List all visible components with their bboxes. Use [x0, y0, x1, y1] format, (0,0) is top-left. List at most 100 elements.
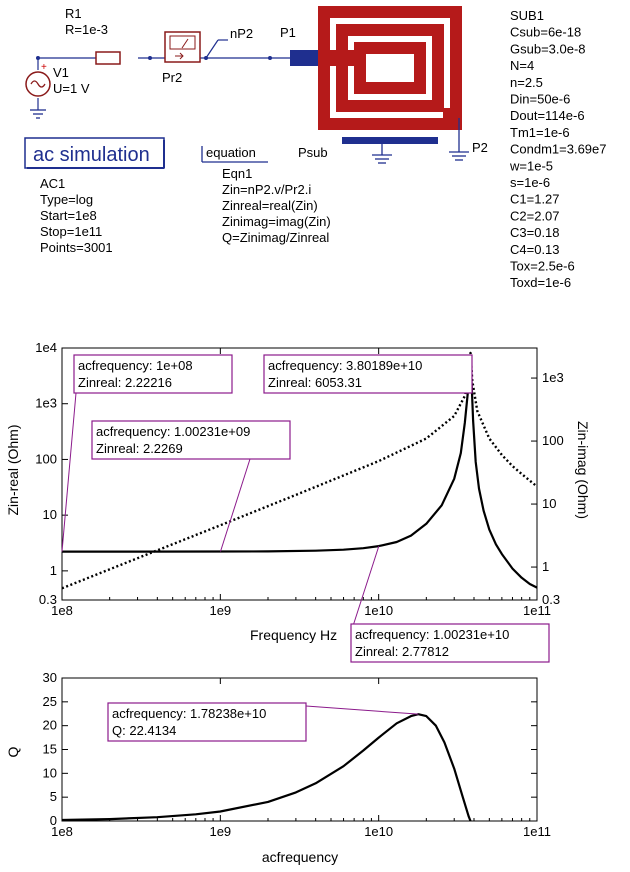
marker-text: acfrequency: 1e+08 [78, 358, 193, 373]
schematic: R1 R=1e-3 + V1 U=1 V Pr2 nP2 P1 [24, 6, 607, 290]
x-tick-label: 1e9 [209, 603, 231, 618]
probe-needle-icon [181, 38, 189, 49]
y-tick-label: 0.3 [39, 592, 57, 607]
ac-simulation-label: ac simulation [33, 144, 150, 166]
y-tick-label: 10 [43, 765, 57, 780]
y2-tick-label: 100 [542, 433, 564, 448]
ac-parameter-line: Type=log [40, 192, 93, 207]
equation-line: Zinreal=real(Zin) [222, 198, 318, 213]
equation-line: Eqn1 [222, 166, 252, 181]
series-line-0 [62, 359, 538, 589]
y-tick-label: 0 [50, 813, 57, 828]
sine-wave-icon [30, 80, 46, 88]
marker-box[interactable] [91, 420, 291, 460]
substrate-parameter-line: SUB1 [510, 8, 544, 23]
psub-label: Psub [298, 145, 328, 160]
port-p1[interactable] [290, 50, 318, 66]
psub-plate [342, 137, 438, 144]
marker-box[interactable] [350, 623, 550, 663]
ground-icon [30, 109, 46, 119]
substrate-parameter-line: w=1e-5 [509, 158, 553, 173]
equation-line: Q=Zinimag/Zinreal [222, 230, 329, 245]
chart-q-xlabel: acfrequency [262, 849, 338, 865]
y-tick-label: 20 [43, 718, 57, 733]
port-p1-label: P1 [280, 25, 296, 40]
equation-line: Zinimag=imag(Zin) [222, 214, 331, 229]
marker-text: Q: 22.4134 [112, 723, 176, 738]
equation-title: equation [206, 145, 256, 160]
y-tick-label: 30 [43, 670, 57, 685]
y-tick-label: 25 [43, 694, 57, 709]
chart-q-series [61, 713, 472, 822]
r1-value: R=1e-3 [65, 22, 108, 37]
y-tick-label: 10 [43, 507, 57, 522]
marker-box[interactable] [263, 354, 473, 394]
pr2-name: Pr2 [162, 70, 182, 85]
wire-nodes [36, 56, 272, 60]
marker-text: acfrequency: 1.00231e+10 [355, 627, 509, 642]
substrate-parameter-line: C1=1.27 [510, 192, 560, 207]
chart-q-markers: acfrequency: 1.78238e+10 Q: 22.4134 [107, 702, 419, 742]
chart-q-ylabel: Q [5, 746, 21, 757]
y2-tick-label: 1 [542, 559, 549, 574]
substrate-parameter-line: C4=0.13 [510, 242, 560, 257]
y2-tick-label: 0.3 [542, 592, 560, 607]
marker-text: acfrequency: 3.80189e+10 [268, 358, 422, 373]
substrate-parameter-line: Tox=2.5e-6 [510, 259, 575, 274]
marker-text: Zinreal: 6053.31 [268, 375, 362, 390]
marker-leader [352, 545, 380, 627]
chart-zin-axes: 1e8 1e9 1e10 1e110.31101001e31e40.31101001e… [35, 340, 563, 618]
marker-text: acfrequency: 1.00231e+09 [96, 424, 250, 439]
equation-line: Zin=nP2.v/Pr2.i [222, 182, 311, 197]
node-label-np2: nP2 [230, 26, 253, 41]
marker-text: Zinreal: 2.22216 [78, 375, 172, 390]
marker-text: acfrequency: 1.78238e+10 [112, 706, 266, 721]
substrate-ground-icon [372, 118, 469, 164]
equation-lines: Eqn1Zin=nP2.v/Pr2.iZinreal=real(Zin)Zini… [222, 166, 331, 245]
resistor-icon[interactable] [95, 51, 121, 65]
substrate-parameter-line: Csub=6e-18 [510, 25, 581, 40]
marker-box[interactable] [107, 702, 307, 742]
x-tick-label: 1e8 [51, 603, 73, 618]
chart-zin: 1e8 1e9 1e10 1e110.31101001e31e40.31101001e… [5, 340, 591, 663]
chart-zin-ylabel: Zin-real (Ohm) [5, 424, 21, 515]
x-tick-label: 1e9 [209, 824, 231, 839]
marker-leader [305, 705, 419, 715]
v1-value: U=1 V [53, 81, 90, 96]
y-tick-label: 100 [35, 451, 57, 466]
marker-text: Zinreal: 2.2269 [96, 441, 183, 456]
probe-meter-face [169, 35, 196, 50]
marker-leader [220, 458, 251, 552]
substrate-parameter-line: N=4 [510, 58, 534, 73]
substrate-parameter-line: Condm1=3.69e7 [510, 142, 607, 157]
chart-zin-xlabel: Frequency Hz [250, 627, 337, 643]
chart-q-axes: 1e8 1e9 1e10 1e11 0 5 10 15 20 25 30 [43, 670, 551, 839]
plot-frame [61, 347, 538, 601]
y-tick-label: 15 [43, 742, 57, 757]
substrate-parameter-line: Toxd=1e-6 [510, 275, 571, 290]
series-line-0 [61, 713, 472, 822]
substrate-parameter-line: s=1e-6 [510, 175, 550, 190]
marker-box[interactable] [73, 354, 233, 394]
x-tick-label: 1e8 [51, 824, 73, 839]
chart-zin-ylabel-right: Zin-imag (Ohm) [575, 421, 591, 519]
spiral-inductor[interactable] [318, 6, 462, 144]
substrate-parameter-line: C2=2.07 [510, 208, 560, 223]
y-tick-label: 1e4 [35, 340, 57, 355]
y-tick-label: 1e3 [35, 396, 57, 411]
x-tick-label: 1e11 [523, 824, 551, 839]
r1-name: R1 [65, 6, 82, 21]
y2-tick-label: 10 [542, 496, 556, 511]
plus-sign-icon: + [41, 62, 47, 73]
y2-tick-label: 1e3 [542, 370, 564, 385]
substrate-parameter-line: Dout=114e-6 [510, 108, 585, 123]
chart-q: 1e8 1e9 1e10 1e11 0 5 10 15 20 25 30 acfrequency: … [5, 670, 551, 865]
marker-leader [61, 392, 77, 552]
ac-parameter-line: AC1 [40, 176, 65, 191]
port-p2-label: P2 [472, 140, 488, 155]
y-tick-label: 1 [50, 563, 57, 578]
ac-parameter-line: Start=1e8 [40, 208, 97, 223]
v1-name: V1 [53, 65, 69, 80]
